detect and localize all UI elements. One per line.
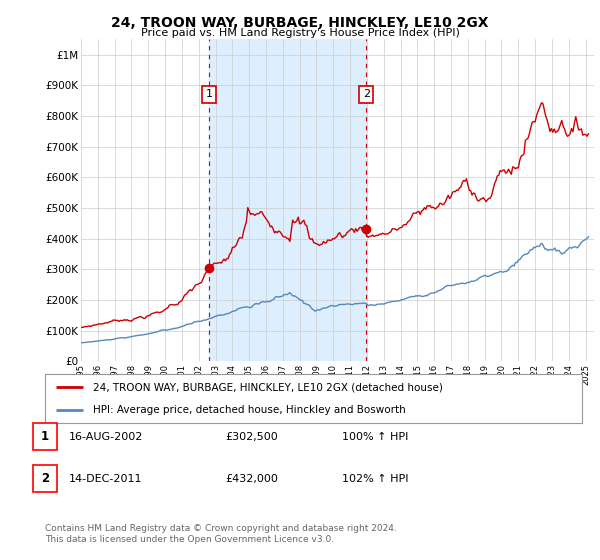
Text: 24, TROON WAY, BURBAGE, HINCKLEY, LE10 2GX (detached house): 24, TROON WAY, BURBAGE, HINCKLEY, LE10 2… bbox=[94, 382, 443, 393]
Text: 100% ↑ HPI: 100% ↑ HPI bbox=[342, 432, 409, 442]
Text: HPI: Average price, detached house, Hinckley and Bosworth: HPI: Average price, detached house, Hinc… bbox=[94, 405, 406, 415]
Text: 16-AUG-2002: 16-AUG-2002 bbox=[69, 432, 143, 442]
Text: This data is licensed under the Open Government Licence v3.0.: This data is licensed under the Open Gov… bbox=[45, 535, 334, 544]
Text: Price paid vs. HM Land Registry's House Price Index (HPI): Price paid vs. HM Land Registry's House … bbox=[140, 28, 460, 38]
Text: 1: 1 bbox=[206, 90, 213, 100]
Text: 2: 2 bbox=[362, 90, 370, 100]
Text: 1: 1 bbox=[41, 430, 49, 444]
Text: £302,500: £302,500 bbox=[225, 432, 278, 442]
Bar bbox=[209, 39, 366, 361]
Text: 102% ↑ HPI: 102% ↑ HPI bbox=[342, 474, 409, 484]
Text: 24, TROON WAY, BURBAGE, HINCKLEY, LE10 2GX: 24, TROON WAY, BURBAGE, HINCKLEY, LE10 2… bbox=[111, 16, 489, 30]
Text: 2: 2 bbox=[41, 472, 49, 486]
Text: £432,000: £432,000 bbox=[225, 474, 278, 484]
Text: 14-DEC-2011: 14-DEC-2011 bbox=[69, 474, 143, 484]
Text: Contains HM Land Registry data © Crown copyright and database right 2024.: Contains HM Land Registry data © Crown c… bbox=[45, 524, 397, 533]
